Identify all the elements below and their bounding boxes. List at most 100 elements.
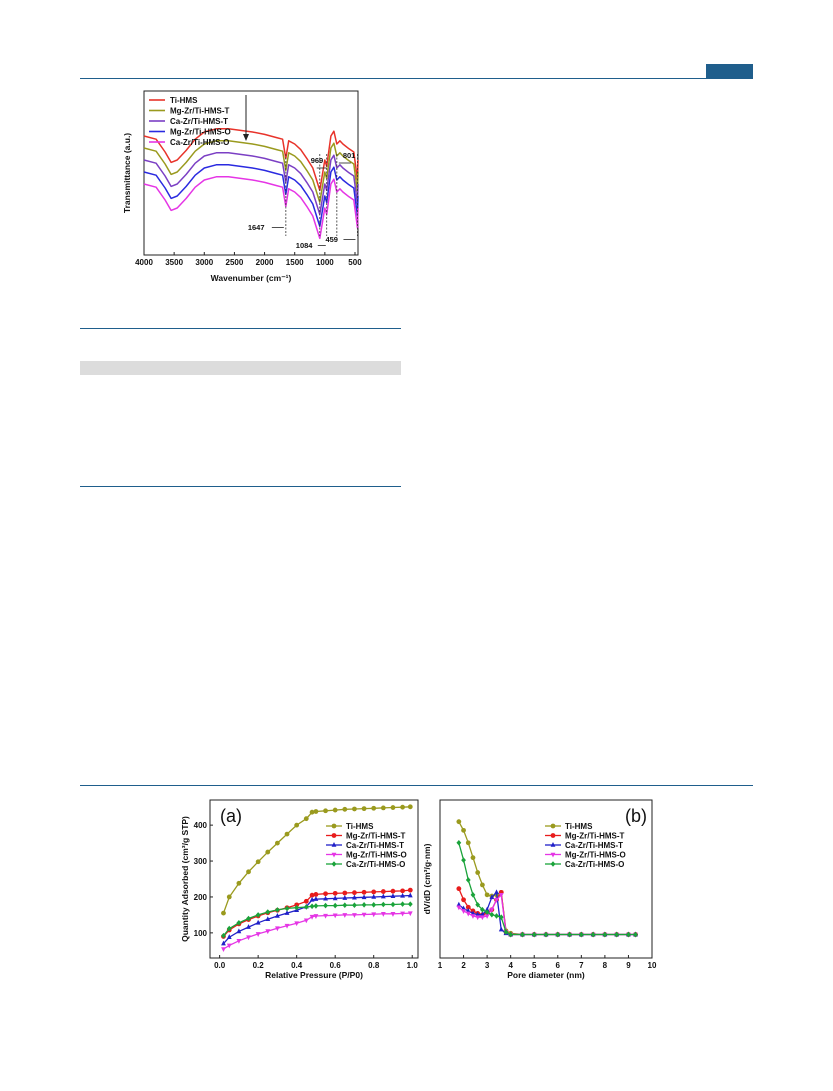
data-point-mg-zr-ti-hms-o: [470, 914, 476, 919]
data-point-ca-zr-ti-hms-o: [498, 914, 504, 920]
data-point-ca-zr-ti-hms-o: [480, 906, 485, 913]
data-point-ca-zr-ti-hms-t: [489, 894, 495, 900]
x-tick-label-0-6: 0.6: [330, 961, 342, 970]
x-tick-label-3500: 3500: [165, 258, 183, 267]
y-tick-label-400: 400: [194, 821, 208, 830]
series-group: [221, 804, 413, 953]
legend-label-ca-zr-ti-hms-o: Ca-Zr/Ti-HMS-O: [170, 138, 229, 147]
data-point-mg-zr-ti-hms-t: [303, 898, 309, 904]
data-point-mg-zr-ti-hms-o: [371, 912, 377, 918]
data-point-ti-hms: [275, 840, 280, 846]
data-point-mg-zr-ti-hms-o: [400, 911, 405, 917]
data-point-mg-zr-ti-hms-o: [494, 898, 499, 903]
data-point-mg-zr-ti-hms-t: [371, 889, 377, 895]
data-point-ca-zr-ti-hms-t: [400, 892, 405, 898]
isotherm-chart: (a) 0.0 0.2 0.4 0.6 0.8 1.0 100 200 300 400 Ti-HM…: [180, 799, 419, 980]
data-point-ca-zr-ti-hms-t: [380, 893, 386, 899]
data-point-ca-zr-ti-hms-o: [567, 931, 572, 938]
data-point-mg-zr-ti-hms-o: [323, 913, 328, 919]
series-line-ca-zr-ti-hms-t: [223, 894, 411, 945]
legend-label-mg-zr-ti-hms-o: Mg-Zr/Ti-HMS-O: [565, 851, 626, 860]
data-point-ca-zr-ti-hms-o: [626, 931, 631, 938]
data-point-mg-zr-ti-hms-t: [313, 892, 319, 897]
y-axis-label: Quantity Adsorbed (cm³/g STP): [180, 816, 190, 942]
data-point-ti-hms: [294, 822, 300, 828]
series-group: [456, 819, 638, 938]
data-point-ti-hms: [461, 827, 466, 833]
x-tick-label-4000: 4000: [135, 258, 153, 267]
annotation-801: 801: [343, 151, 356, 160]
data-point-ti-hms: [309, 809, 315, 815]
data-point-mg-zr-ti-hms-o: [275, 926, 280, 932]
data-point-mg-zr-ti-hms-o: [456, 905, 462, 911]
data-point-mg-zr-ti-hms-t: [361, 889, 367, 895]
data-point-mg-zr-ti-hms-o: [226, 943, 232, 949]
data-point-ca-zr-ti-hms-t: [226, 934, 232, 939]
legend-label-ca-zr-ti-hms-t: Ca-Zr/Ti-HMS-T: [565, 841, 623, 850]
x-tick-label-0-2: 0.2: [253, 961, 265, 970]
data-point-mg-zr-ti-hms-o: [265, 929, 271, 935]
x-tick-label-7: 7: [579, 961, 584, 970]
data-point-ca-zr-ti-hms-o: [614, 931, 620, 938]
axis-ticks: 0.0 0.2 0.4 0.6 0.8 1.0 100 200 300 400: [194, 821, 419, 970]
legend-label-ca-zr-ti-hms-o: Ca-Zr/Ti-HMS-O: [565, 860, 624, 869]
data-point-ca-zr-ti-hms-o: [221, 932, 226, 939]
data-point-mg-zr-ti-hms-o: [303, 918, 309, 924]
data-point-ca-zr-ti-hms-o: [494, 913, 499, 919]
data-point-ca-zr-ti-hms-t: [265, 916, 271, 922]
data-point-ti-hms: [313, 809, 319, 814]
data-point-mg-zr-ti-hms-o: [352, 913, 357, 918]
data-point-ca-zr-ti-hms-t: [342, 895, 348, 900]
data-point-mg-zr-ti-hms-o: [246, 935, 251, 941]
data-point-ca-zr-ti-hms-t: [470, 910, 476, 916]
legend-label-ti-hms: Ti-HMS: [170, 96, 198, 105]
legend-marker-mg-zr-ti-hms-o: [550, 852, 556, 858]
data-point-ca-zr-ti-hms-o: [303, 904, 309, 910]
legend-label-mg-zr-ti-hms-t: Mg-Zr/Ti-HMS-T: [346, 832, 406, 841]
legend: Ti-HMSMg-Zr/Ti-HMS-TCa-Zr/Ti-HMS-TMg-Zr/…: [149, 95, 249, 147]
data-point-ca-zr-ti-hms-o: [284, 905, 290, 912]
data-point-mg-zr-ti-hms-o: [390, 912, 396, 917]
data-point-ca-zr-ti-hms-o: [313, 903, 319, 909]
data-point-mg-zr-ti-hms-o: [221, 947, 226, 953]
legend-marker-ca-zr-ti-hms-o: [331, 861, 337, 867]
data-point-mg-zr-ti-hms-o: [407, 911, 413, 917]
annotation-1084: 1084: [296, 241, 314, 250]
legend-label-ca-zr-ti-hms-t: Ca-Zr/Ti-HMS-T: [170, 117, 228, 126]
data-point-ti-hms: [361, 806, 367, 812]
data-point-mg-zr-ti-hms-o: [309, 914, 315, 920]
series-line-ca-zr-ti-hms-t: [143, 152, 359, 216]
data-point-ca-zr-ti-hms-o: [275, 907, 280, 913]
data-point-ti-hms: [484, 892, 490, 898]
y-tick-label-200: 200: [194, 893, 208, 902]
data-point-mg-zr-ti-hms-t: [456, 886, 462, 892]
data-point-ca-zr-ti-hms-t: [246, 924, 251, 929]
legend-label-ti-hms: Ti-HMS: [346, 822, 374, 831]
legend-marker-mg-zr-ti-hms-o: [331, 852, 337, 858]
legend: Ti-HMSMg-Zr/Ti-HMS-TCa-Zr/Ti-HMS-TMg-Zr/…: [326, 822, 407, 869]
data-point-ti-hms: [221, 910, 226, 916]
data-point-mg-zr-ti-hms-o: [294, 921, 300, 927]
y-tick-label-100: 100: [194, 929, 208, 938]
x-axis-label: Relative Pressure (P/P0): [265, 970, 363, 980]
data-point-mg-zr-ti-hms-o: [342, 913, 348, 918]
data-point-mg-zr-ti-hms-t: [461, 897, 466, 903]
order-arrowhead: [243, 134, 249, 141]
data-point-ca-zr-ti-hms-t: [313, 896, 319, 901]
x-tick-label-10: 10: [648, 961, 657, 970]
data-point-ca-zr-ti-hms-o: [294, 904, 300, 911]
data-point-mg-zr-ti-hms-o: [498, 893, 504, 898]
data-point-mg-zr-ti-hms-o: [480, 915, 485, 921]
data-point-mg-zr-ti-hms-o: [361, 912, 367, 918]
data-point-mg-zr-ti-hms-t: [342, 890, 348, 896]
data-point-ca-zr-ti-hms-t: [390, 893, 396, 899]
data-point-ti-hms: [390, 805, 396, 810]
data-point-ti-hms: [236, 880, 242, 886]
data-point-mg-zr-ti-hms-t: [323, 891, 328, 897]
section-rule-3: [80, 785, 753, 786]
y-tick-label-300: 300: [194, 857, 208, 866]
data-point-mg-zr-ti-hms-t: [400, 888, 405, 894]
legend-marker-ca-zr-ti-hms-t: [331, 842, 337, 847]
data-point-ca-zr-ti-hms-o: [400, 901, 405, 907]
data-point-ca-zr-ti-hms-t: [494, 889, 499, 895]
